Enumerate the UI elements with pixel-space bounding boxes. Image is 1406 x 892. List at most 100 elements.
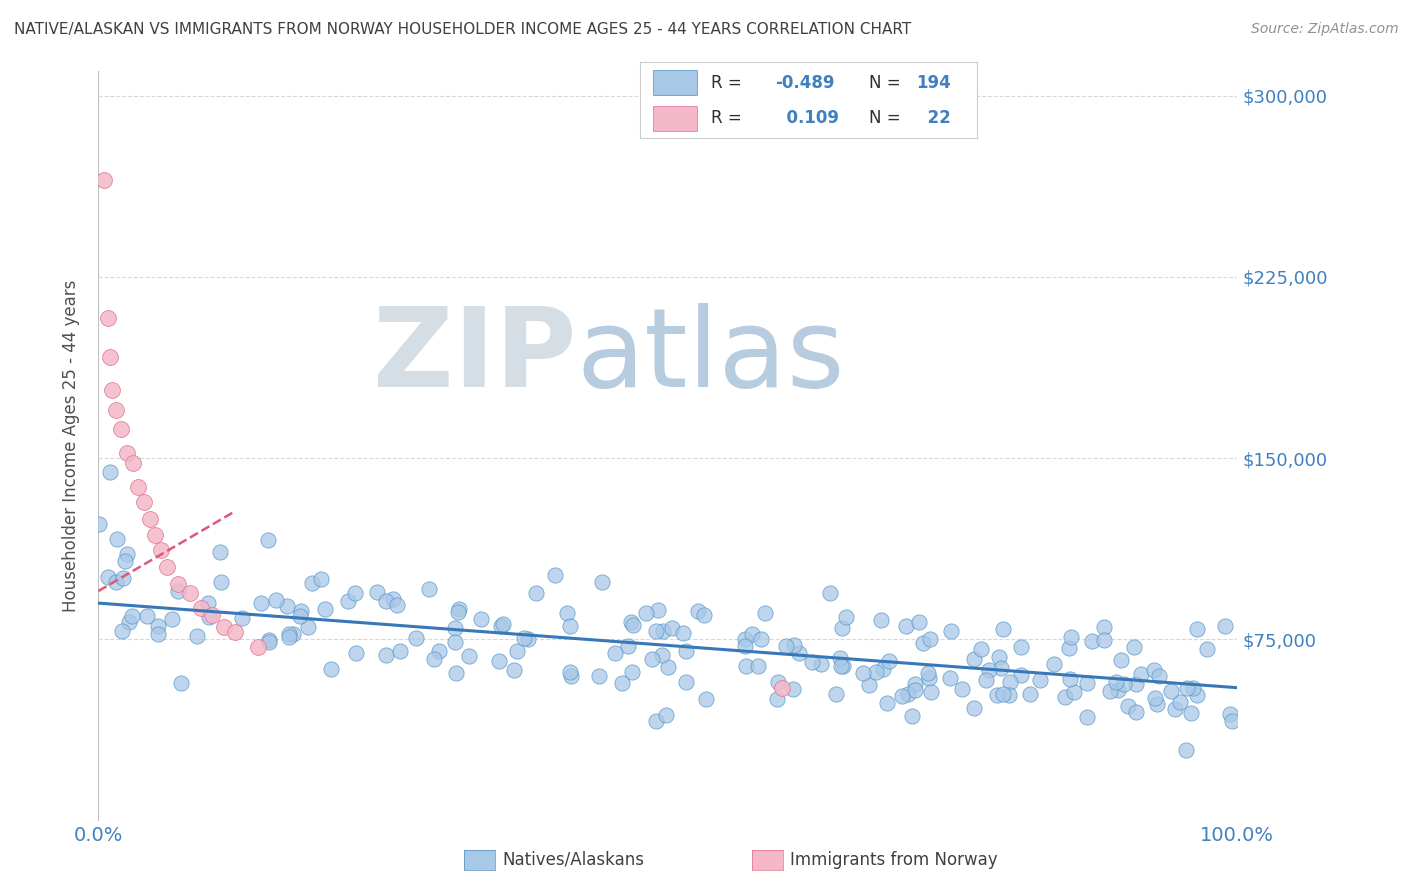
Point <box>591 575 613 590</box>
Point <box>941 624 963 638</box>
Point <box>136 609 159 624</box>
Point <box>734 640 756 654</box>
Text: ZIP: ZIP <box>374 302 576 409</box>
Point <box>1109 653 1132 667</box>
Point <box>605 646 627 660</box>
Text: Natives/Alaskans: Natives/Alaskans <box>502 851 644 869</box>
Point <box>741 627 763 641</box>
Point <box>831 658 853 673</box>
Point <box>558 619 581 633</box>
Point <box>1160 684 1182 698</box>
Point <box>98 350 121 364</box>
Point <box>661 621 683 635</box>
Point <box>118 615 141 629</box>
Point <box>110 422 132 436</box>
Point <box>112 571 135 585</box>
Point <box>278 627 301 641</box>
Point <box>835 610 858 624</box>
Point <box>621 618 644 632</box>
Point <box>1057 640 1080 655</box>
Point <box>877 654 900 668</box>
Point <box>169 676 191 690</box>
Point <box>918 632 941 646</box>
Point <box>1092 620 1115 634</box>
Point <box>616 639 638 653</box>
Text: N =: N = <box>869 109 901 127</box>
Point <box>963 652 986 666</box>
Point <box>950 682 973 697</box>
Point <box>186 629 208 643</box>
Point <box>382 591 405 606</box>
Point <box>418 582 440 596</box>
Point <box>734 658 756 673</box>
Point <box>259 632 281 647</box>
Point <box>901 709 924 723</box>
Point <box>686 604 709 618</box>
Point <box>675 644 697 658</box>
Point <box>458 648 481 663</box>
Point <box>1116 699 1139 714</box>
Point <box>695 691 717 706</box>
Point <box>870 613 893 627</box>
Point <box>1142 663 1164 677</box>
Point <box>311 572 333 586</box>
Text: NATIVE/ALASKAN VS IMMIGRANTS FROM NORWAY HOUSEHOLDER INCOME AGES 25 - 44 YEARS C: NATIVE/ALASKAN VS IMMIGRANTS FROM NORWAY… <box>14 22 911 37</box>
Point <box>87 517 110 532</box>
Point <box>1010 640 1032 655</box>
Point <box>344 585 367 599</box>
Point <box>897 687 920 701</box>
Point <box>830 659 852 673</box>
Point <box>104 402 127 417</box>
Point <box>831 621 853 635</box>
Text: 194: 194 <box>917 74 952 92</box>
Point <box>734 632 756 646</box>
Text: 0.109: 0.109 <box>775 109 839 127</box>
Point <box>208 545 231 559</box>
Point <box>560 665 582 679</box>
Point <box>970 642 993 657</box>
Point <box>920 685 942 699</box>
Text: 22: 22 <box>917 109 952 127</box>
Point <box>488 654 510 668</box>
Point <box>974 673 997 688</box>
Point <box>939 672 962 686</box>
Point <box>336 593 359 607</box>
Text: R =: R = <box>710 109 741 127</box>
FancyBboxPatch shape <box>654 105 697 130</box>
Point <box>645 714 668 729</box>
Point <box>115 446 138 460</box>
Point <box>1175 681 1198 695</box>
Point <box>544 568 567 582</box>
Point <box>911 635 934 649</box>
Point <box>444 666 467 681</box>
Point <box>405 631 427 645</box>
Point <box>121 608 143 623</box>
Point <box>998 688 1021 702</box>
Point <box>858 678 880 692</box>
Point <box>1122 640 1144 654</box>
Point <box>209 574 232 589</box>
Point <box>1060 630 1083 644</box>
Point <box>427 644 450 658</box>
Point <box>156 559 179 574</box>
Point <box>1076 710 1098 724</box>
Point <box>787 646 810 660</box>
Point <box>297 620 319 634</box>
Point <box>1149 669 1171 683</box>
Point <box>301 576 323 591</box>
Point <box>775 639 797 653</box>
Point <box>765 691 787 706</box>
Point <box>991 687 1014 701</box>
Point <box>423 652 446 666</box>
Point <box>375 648 398 662</box>
Point <box>387 598 409 612</box>
Point <box>1104 674 1126 689</box>
Point <box>1063 685 1085 699</box>
Point <box>246 640 269 654</box>
Point <box>1053 690 1076 704</box>
Point <box>620 615 643 629</box>
Point <box>655 708 678 723</box>
Point <box>278 630 301 644</box>
Point <box>443 621 465 635</box>
Text: -0.489: -0.489 <box>775 74 834 92</box>
